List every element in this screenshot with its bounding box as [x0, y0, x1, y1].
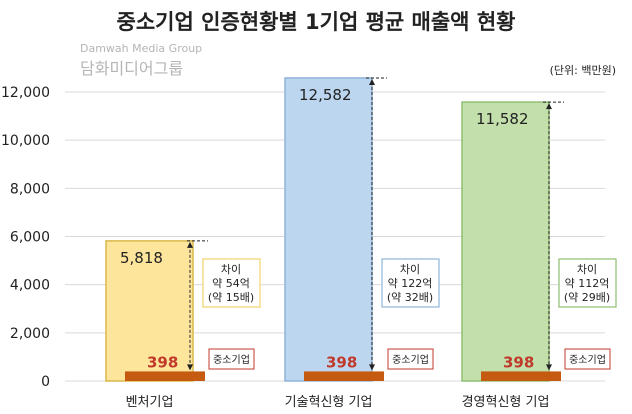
- annotation-line: 약 122억: [388, 276, 433, 290]
- arrow-head-up: [546, 103, 552, 110]
- unit-note: (단위: 백만원): [549, 64, 616, 77]
- arrow-head-up: [187, 241, 193, 248]
- y-tick-label: 10,000: [1, 133, 50, 149]
- small-bar-value-label: 398: [326, 353, 357, 371]
- small-series-label-box: [208, 348, 255, 370]
- annotation-line: 차이: [400, 263, 420, 276]
- y-tick-label: 0: [41, 374, 50, 390]
- y-tick-label: 2,000: [10, 326, 50, 342]
- arrow-head-down: [187, 364, 193, 371]
- annotation-line: 약 54억: [212, 276, 250, 290]
- small-series-label: 중소기업: [569, 353, 606, 366]
- small-bar-value-label: 398: [147, 353, 178, 371]
- small-bar-1: [125, 371, 205, 381]
- arrow-head-down: [546, 364, 552, 371]
- annotation-box: [202, 258, 261, 308]
- bar-1: [105, 240, 194, 382]
- category-label: 기술혁신형 기업: [285, 395, 373, 410]
- small-bar-value-label: 398: [503, 353, 534, 371]
- chart-title: 중소기업 인증현황별 1기업 평균 매출액 현황: [116, 10, 516, 34]
- bar-value-label: 12,582: [299, 86, 352, 104]
- watermark-text: Damwah Media Group: [80, 42, 202, 55]
- bar-3: [461, 101, 550, 382]
- annotation-line: 차이: [221, 263, 241, 276]
- small-bar-3: [481, 371, 561, 381]
- arrow-head-up: [369, 78, 375, 85]
- annotation-line: (약 29배): [564, 290, 610, 304]
- annotation-box: [381, 258, 440, 308]
- y-tick-label: 12,000: [1, 85, 50, 101]
- small-series-label-box: [564, 348, 611, 370]
- annotation-line: (약 15배): [208, 290, 254, 304]
- small-series-label: 중소기업: [213, 353, 250, 366]
- arrow-head-down: [369, 364, 375, 371]
- small-series-label: 중소기업: [392, 353, 429, 366]
- bar-value-label: 5,818: [120, 249, 163, 267]
- category-label: 벤처기업: [126, 395, 174, 410]
- annotation-box: [558, 258, 617, 308]
- y-tick-label: 6,000: [10, 230, 50, 246]
- bar-value-label: 11,582: [476, 110, 529, 128]
- watermark-text: 담화미디어그룹: [80, 59, 183, 78]
- y-tick-label: 4,000: [10, 278, 50, 294]
- annotation-line: 차이: [577, 263, 597, 276]
- y-tick-label: 8,000: [10, 181, 50, 197]
- category-label: 경영혁신형 기업: [462, 395, 550, 410]
- small-series-label-box: [387, 348, 434, 370]
- annotation-line: 약 112억: [565, 276, 610, 290]
- annotation-line: (약 32배): [387, 290, 433, 304]
- bar-2: [284, 77, 373, 382]
- small-bar-2: [304, 371, 384, 381]
